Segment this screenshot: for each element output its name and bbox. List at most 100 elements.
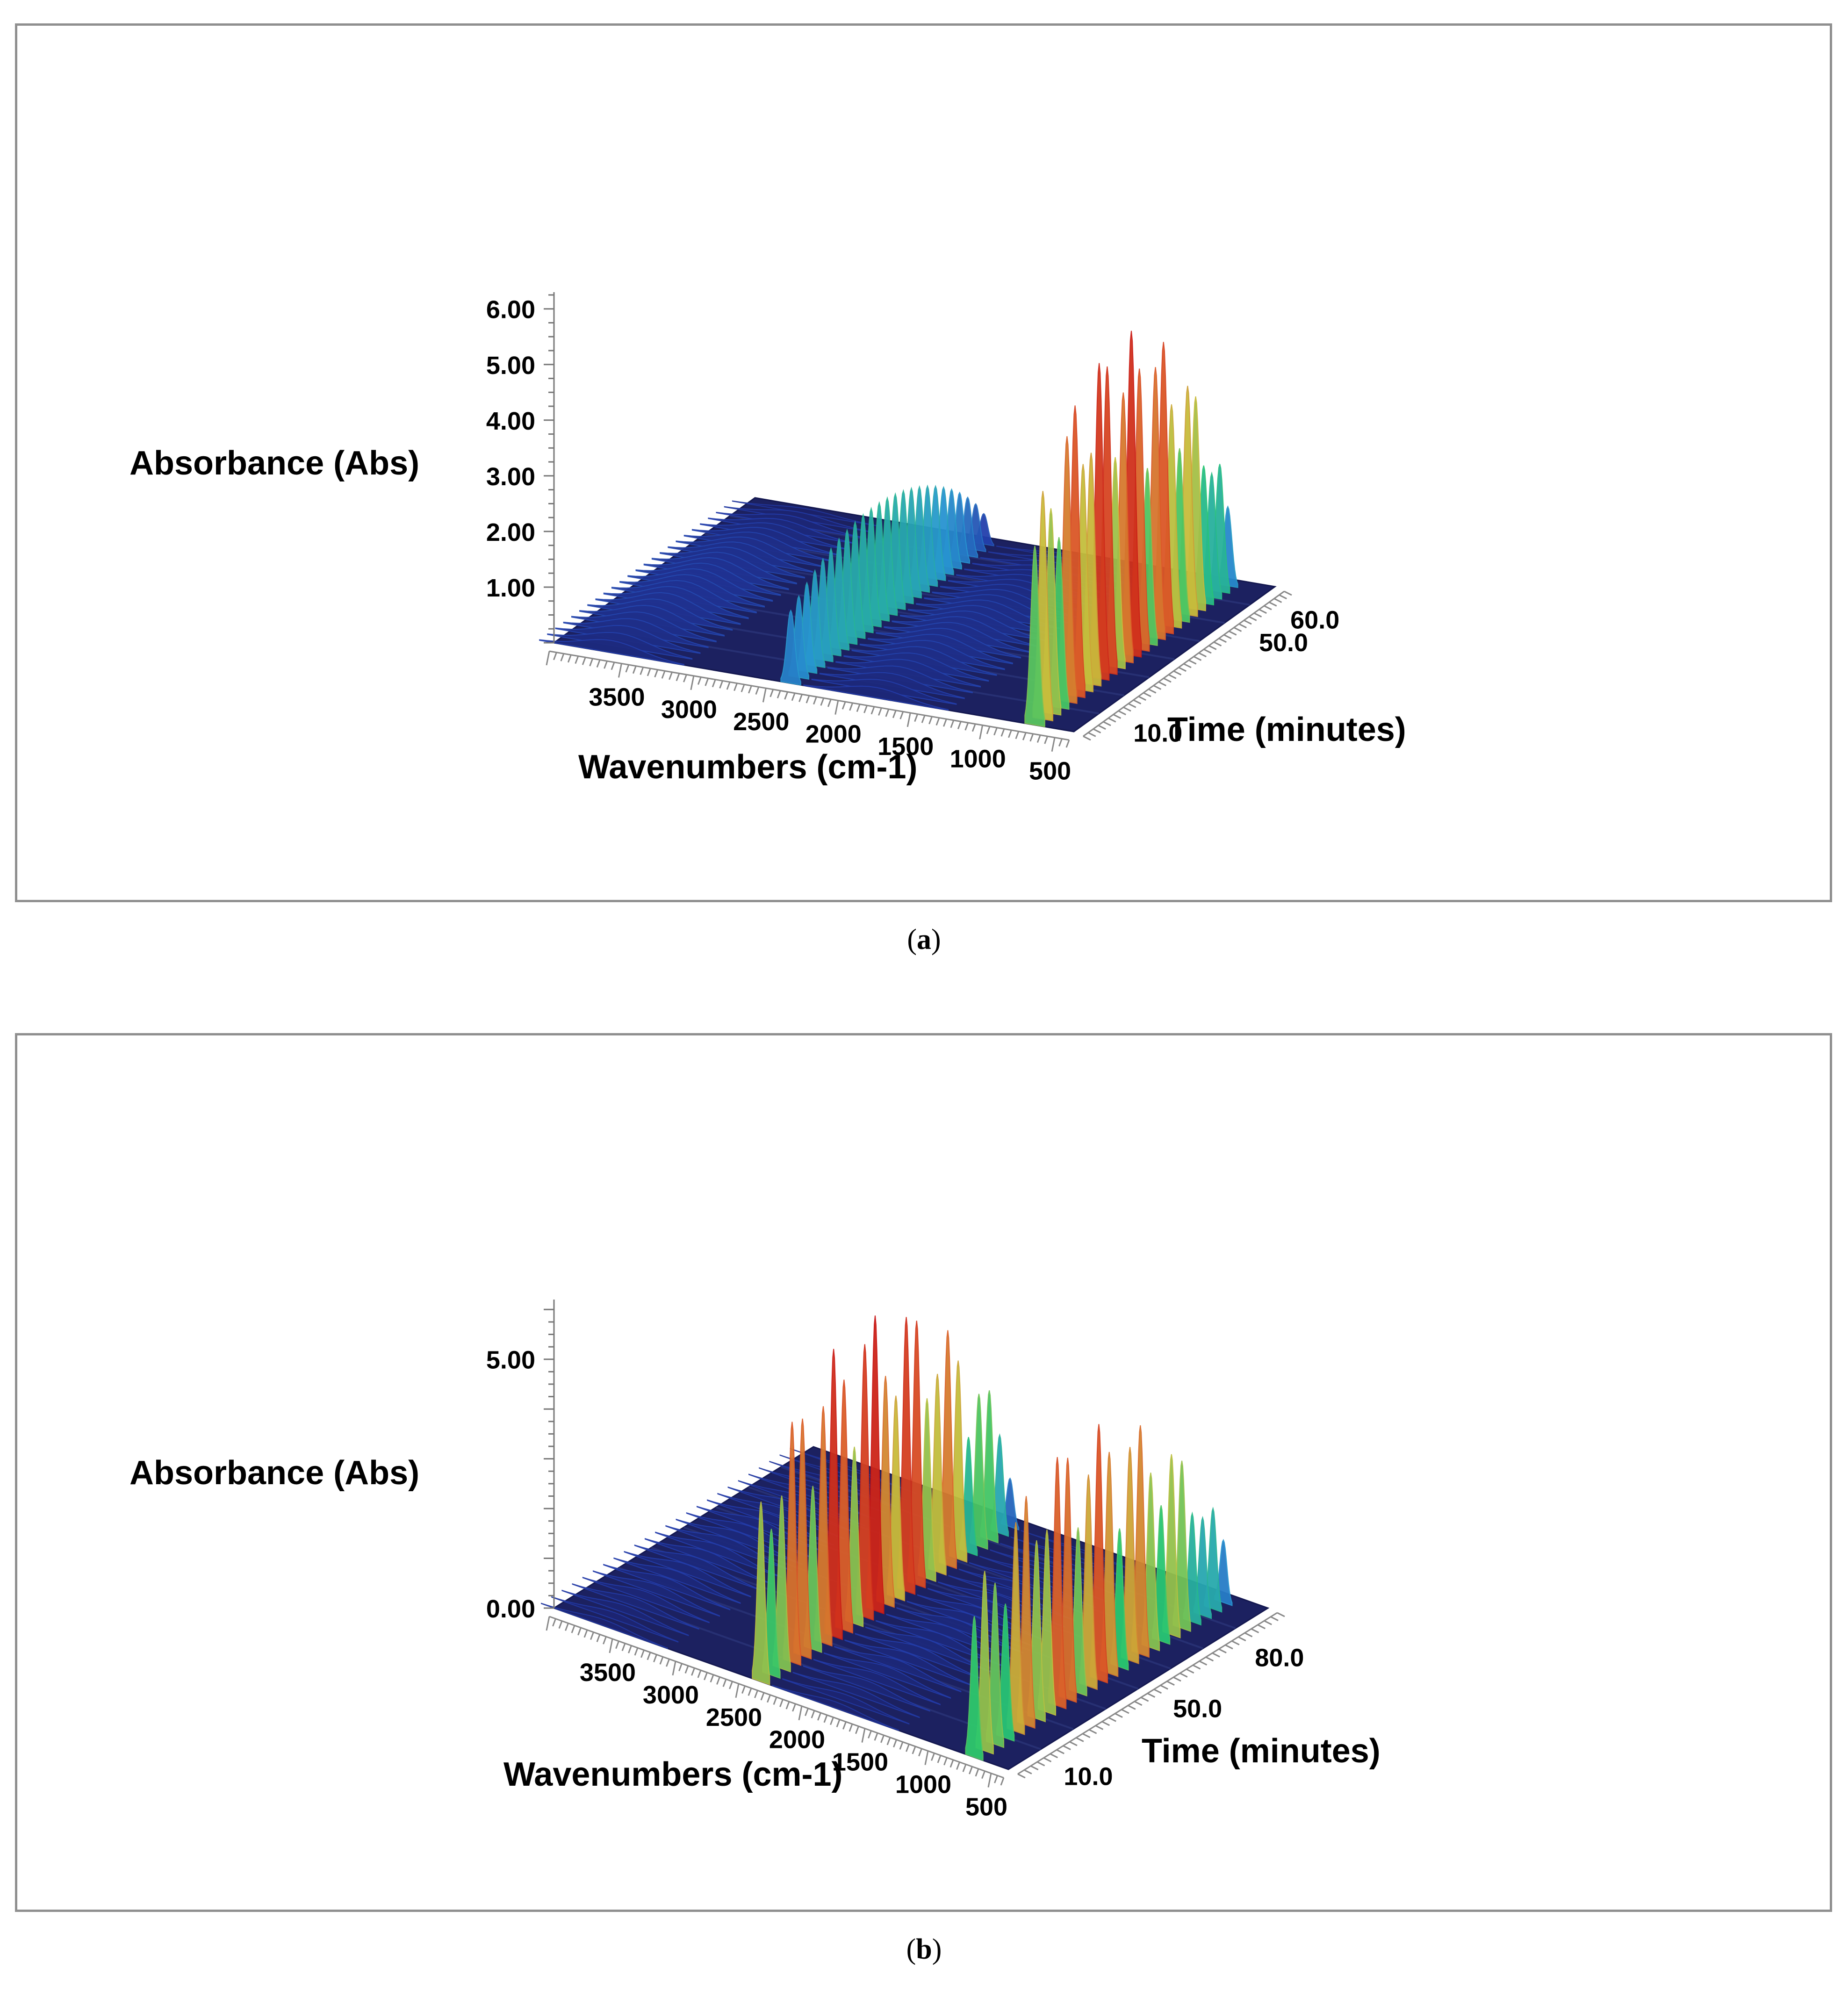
absorbance-axis: 1.00 2.00 3.00 4.00 5.00 6.00 [486,292,555,644]
time-tick [1138,696,1146,701]
wavenumber-tick [899,711,904,719]
wavenumber-tick [979,725,984,740]
peak-group [541,1315,1233,1761]
wavenumber-tick [880,1735,884,1743]
wavenumber-tick [1008,730,1012,738]
time-tick [1030,1765,1039,1771]
wavenumber-tick [683,674,687,682]
wavenumber-tick [993,727,998,736]
peak-slice [541,1602,668,1649]
time-tick [1103,721,1111,726]
time-tick [1128,703,1136,708]
wavenumber-tick [716,1676,720,1685]
wavenumber-tick [672,1661,676,1676]
time-tick [1249,616,1257,621]
time-tick [1193,656,1202,661]
wavenumber-tick [870,706,875,715]
time-tick [1133,699,1142,704]
wavenumber-tick [654,669,659,678]
wavenumber-tick-label: 3000 [661,696,717,724]
time-tick [1050,1753,1058,1759]
time-tick [1223,634,1232,639]
time-tick-label: 60.0 [1290,606,1339,634]
wavenumber-tick-label: 2500 [733,708,789,736]
wavenumber-tick [640,1650,645,1658]
wavenumber-tick [733,683,738,691]
time-tick [1088,1729,1097,1734]
wavenumber-tick [1029,733,1034,742]
time-tick [1056,1749,1064,1754]
time-tick [1168,674,1177,679]
wavenumber-tick [912,1746,916,1754]
time-tick [1147,1693,1156,1698]
peak-slice [824,1652,951,1699]
wavenumber-tick [558,1621,563,1629]
wavenumber-tick [705,678,709,686]
wavenumber-tick-label: 2000 [805,720,862,748]
peak-slice [539,639,684,666]
peak-slice [624,1551,751,1598]
wavenumber-tick [969,1766,973,1774]
wavenumber-tick [546,1616,550,1631]
wavenumber-tick [659,1656,664,1665]
wavenumber-tick [666,1659,670,1667]
caption-a-open: ( [907,924,917,955]
wavenumber-tick [571,1625,575,1633]
wavenumber-tick [842,1721,847,1730]
wavenumber-tick [676,673,680,682]
time-tick [1153,685,1162,690]
wavenumber-tick [956,1761,960,1770]
wavenumber-tick [1065,740,1070,748]
wavenumber-tick [661,670,666,679]
peak-slice [634,1544,762,1591]
wavenumber-tick [906,1744,910,1752]
time-tick [1183,663,1192,668]
wavenumber-tick [767,1695,771,1703]
wavenumber-tick [604,661,608,669]
wavenumber-tick-label: 2000 [769,1726,825,1754]
time-tick [1113,714,1122,719]
wavenumber-tick-label: 500 [1029,757,1071,785]
time-tick-label: 50.0 [1259,629,1308,657]
wavenumber-tick [834,700,839,715]
wavenumber-tick [987,1773,992,1788]
panel-a: 1.00 2.00 3.00 4.00 5.00 6.00 3500 3000 2500 2000… [15,23,1832,902]
wavenumber-tick [710,1674,714,1683]
time-tick [1238,1636,1246,1642]
time-tick [1244,619,1252,625]
peak-group [539,330,1238,727]
wavenumber-tick [836,1719,841,1727]
wavenumber-tick [784,691,789,700]
wavenumber-tick [1022,732,1027,740]
time-tick-label: 10.0 [1133,719,1182,747]
caption-a-letter: a [917,924,931,955]
wavenumber-tick [943,1757,948,1766]
wavenumber-tick [805,1708,809,1716]
absorbance-axis: 0.00 5.00 [486,1300,555,1623]
wavenumber-tick-label: 1500 [877,733,934,761]
wavenumber-tick [856,704,861,712]
absorbance-axis-title: Absorbance (Abs) [129,1454,419,1492]
wavenumber-tick [722,1679,727,1687]
time-tick [1179,1673,1188,1678]
wavenumber-tick [924,1751,929,1765]
peak-slice [780,609,801,686]
peak-slice [855,1633,982,1680]
time-tick [1186,1668,1194,1674]
wavenumber-tick [621,1643,626,1652]
peak-slice [965,1616,984,1761]
time-tick [1036,1761,1045,1767]
time-tick-label: 80.0 [1255,1644,1304,1672]
time-tick [1233,627,1242,632]
time-tick [1258,609,1267,614]
wavenumber-tick [741,1686,746,1694]
wavenumber-tick-label: 1000 [895,1771,951,1799]
wavenumber-tick [1015,731,1020,740]
wavenumber-tick [805,695,810,704]
peak-slice [834,1645,962,1693]
time-tick [1043,1757,1052,1762]
wavenumber-tick [590,1632,594,1640]
time-tick [1205,1656,1214,1662]
wavenumber-tick [848,1724,853,1732]
